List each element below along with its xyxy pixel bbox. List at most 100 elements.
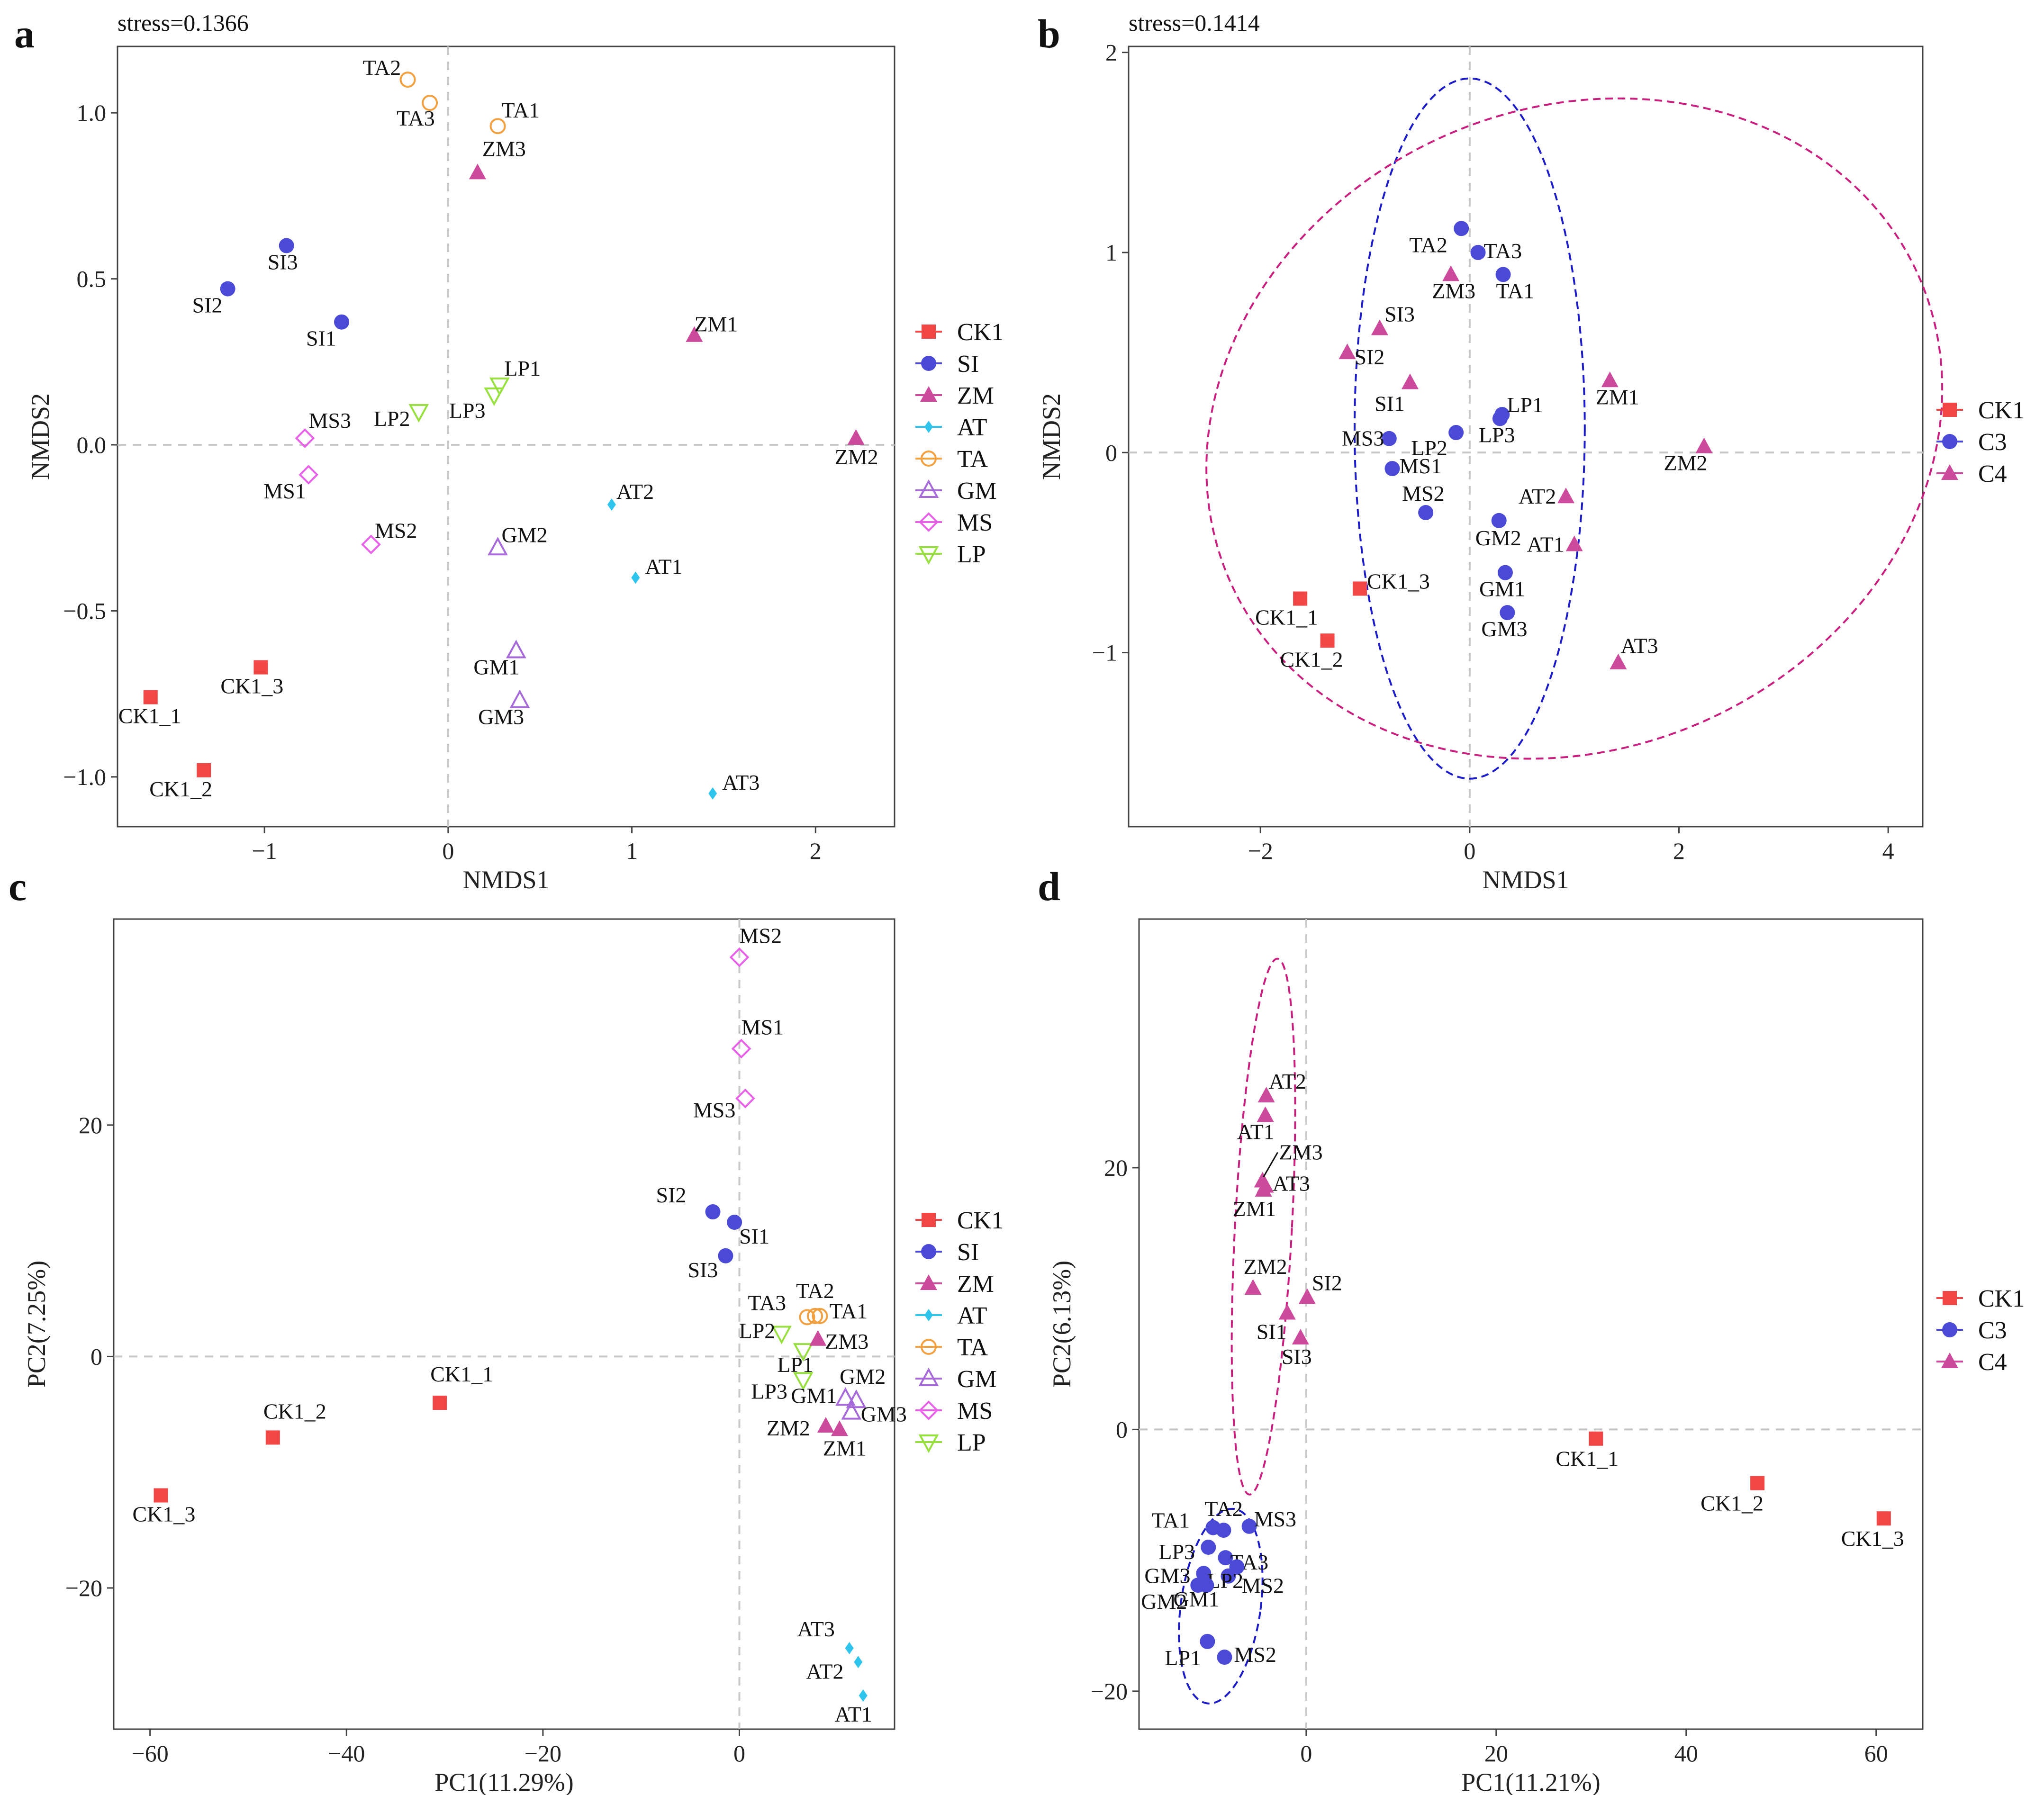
point-label: SI3 bbox=[268, 250, 298, 274]
data-point bbox=[143, 690, 158, 704]
data-point bbox=[295, 428, 315, 448]
data-point bbox=[1695, 437, 1713, 453]
point-label: ZM1 bbox=[823, 1436, 867, 1460]
data-point bbox=[154, 1488, 168, 1503]
point-label: CK1_1 bbox=[1556, 1447, 1619, 1471]
data-point bbox=[1339, 343, 1356, 360]
y-axis-label: NMDS2 bbox=[1037, 393, 1066, 480]
data-point bbox=[408, 404, 429, 423]
plot-frame bbox=[113, 918, 895, 1730]
data-point bbox=[1216, 1523, 1231, 1538]
data-point bbox=[845, 1642, 854, 1654]
point-label: LP1 bbox=[504, 356, 541, 380]
x-axis-label: NMDS1 bbox=[462, 866, 549, 894]
data-point bbox=[729, 947, 750, 967]
panel-letter-a: a bbox=[14, 11, 35, 56]
legend-marker bbox=[921, 1339, 937, 1355]
panel-letter-d: d bbox=[1038, 864, 1060, 909]
point-label: SI2 bbox=[192, 293, 223, 317]
point-label: GM3 bbox=[478, 705, 524, 729]
data-point bbox=[197, 763, 211, 777]
data-point bbox=[1255, 1181, 1272, 1197]
point-label: MS2 bbox=[1234, 1642, 1276, 1667]
legend-label: TA bbox=[957, 1334, 988, 1361]
point-label: CK1_2 bbox=[263, 1399, 326, 1423]
data-point bbox=[1257, 1106, 1274, 1122]
data-point bbox=[812, 1308, 828, 1324]
point-label: AT3 bbox=[1620, 634, 1658, 658]
x-tick-label: −60 bbox=[132, 1740, 169, 1767]
legend-label: TA bbox=[957, 446, 988, 473]
legend-label: CK1 bbox=[1978, 397, 2025, 424]
point-label: AT1 bbox=[645, 554, 682, 578]
point-label: ZM2 bbox=[1244, 1254, 1287, 1279]
data-point bbox=[1401, 373, 1419, 389]
y-tick-label: 0.5 bbox=[77, 266, 107, 292]
x-tick-label: 0 bbox=[1300, 1740, 1312, 1767]
legend-label: CK1 bbox=[957, 1207, 1004, 1234]
data-point bbox=[399, 72, 416, 88]
legend-marker bbox=[924, 1309, 933, 1321]
point-label: GM1 bbox=[791, 1383, 837, 1407]
data-point bbox=[1589, 1431, 1603, 1446]
legend-label: ZM bbox=[957, 1271, 994, 1298]
x-tick-label: −40 bbox=[328, 1740, 365, 1767]
x-tick-label: −2 bbox=[1248, 838, 1273, 864]
data-point bbox=[1610, 653, 1627, 669]
point-label: ZM2 bbox=[835, 445, 878, 469]
point-label: LP2 bbox=[1411, 436, 1447, 460]
point-label: SI2 bbox=[1355, 345, 1385, 369]
legend-marker bbox=[924, 421, 933, 433]
legend-marker bbox=[1941, 464, 1958, 480]
point-label: GM3 bbox=[1144, 1563, 1190, 1588]
point-label: TA1 bbox=[502, 98, 540, 122]
y-tick-label: −1 bbox=[1092, 640, 1117, 666]
legend-marker bbox=[920, 1274, 937, 1290]
panel-letter-b: b bbox=[1038, 11, 1060, 56]
data-point bbox=[1353, 581, 1367, 596]
point-label: GM1 bbox=[473, 655, 519, 679]
point-label: LP3 bbox=[1158, 1540, 1195, 1564]
data-point bbox=[1244, 1279, 1262, 1295]
panel-d: d 0 20 40 60−20020PC1(11.21%)PC2(6.13%)CK1_… bbox=[1038, 864, 2025, 1795]
point-label: AT1 bbox=[1527, 532, 1565, 557]
point-label: LP2 bbox=[739, 1319, 776, 1343]
ellipse-c4 bbox=[1230, 957, 1296, 1496]
data-point bbox=[506, 640, 526, 658]
data-point bbox=[793, 1343, 814, 1362]
data-point bbox=[253, 660, 268, 675]
data-point bbox=[1217, 1650, 1232, 1665]
data-point bbox=[1565, 535, 1583, 551]
data-point bbox=[607, 498, 616, 511]
data-point bbox=[817, 1416, 834, 1433]
point-label: LP1 bbox=[1507, 393, 1543, 417]
data-point bbox=[631, 571, 640, 584]
point-label: MS2 bbox=[1402, 481, 1444, 505]
legend-marker bbox=[918, 1434, 939, 1453]
point-label: MS1 bbox=[742, 1015, 784, 1039]
point-label: SI1 bbox=[306, 326, 336, 351]
x-axis-label: PC1(11.21%) bbox=[1461, 1768, 1601, 1795]
data-point bbox=[686, 326, 703, 342]
legend-marker bbox=[1943, 403, 1957, 417]
point-label: TA3 bbox=[397, 106, 435, 130]
data-point bbox=[1229, 1559, 1245, 1575]
legend-marker bbox=[1943, 1291, 1957, 1305]
point-label: SI1 bbox=[739, 1224, 769, 1248]
y-tick-label: 1.0 bbox=[77, 99, 107, 126]
point-label: CK1_1 bbox=[1255, 605, 1318, 630]
data-point bbox=[298, 465, 319, 485]
point-label: MS1 bbox=[1399, 454, 1441, 478]
x-tick-label: 0 bbox=[442, 838, 454, 864]
data-point bbox=[1298, 1288, 1316, 1304]
ellipse-c3 bbox=[1353, 77, 1586, 780]
y-axis-label: PC2(6.13%) bbox=[1048, 1261, 1076, 1388]
legend-marker bbox=[1941, 1353, 1958, 1368]
data-point bbox=[1381, 431, 1397, 446]
point-label: CK1_2 bbox=[1700, 1491, 1764, 1515]
data-point bbox=[705, 1204, 721, 1220]
data-point bbox=[1418, 505, 1434, 520]
legend-label: LP bbox=[957, 1429, 986, 1456]
point-label: AT3 bbox=[722, 770, 760, 794]
legend-label: C4 bbox=[1978, 460, 2007, 487]
